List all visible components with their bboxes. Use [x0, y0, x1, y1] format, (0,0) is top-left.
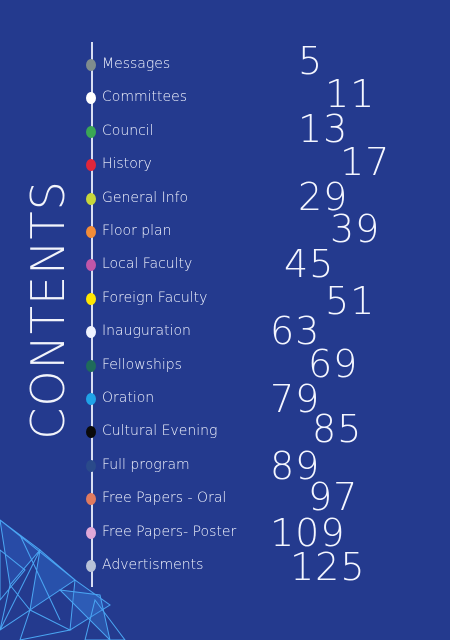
contents-item-label: Free Papers- Poster	[102, 523, 237, 540]
page-number: 89	[270, 444, 321, 488]
contents-item-label: General Info	[102, 189, 189, 206]
bullet-dot	[86, 292, 96, 305]
timeline-line	[91, 42, 93, 587]
bullet-dot	[86, 159, 96, 172]
bullet-dot	[86, 92, 96, 105]
contents-item-label: Committees	[102, 89, 188, 106]
bullet-dot	[86, 259, 96, 272]
page-number: 13	[298, 107, 349, 151]
bullet-dot	[86, 526, 96, 539]
contents-item-label: Advertisments	[102, 557, 204, 573]
page-number: 39	[330, 207, 381, 251]
bullet-dot	[86, 459, 96, 472]
bullet-dot	[86, 426, 96, 439]
page-number: 69	[308, 342, 359, 386]
polygon-decoration	[0, 519, 126, 640]
bullet-dot	[86, 359, 96, 372]
contents-item-label: Foreign Faculty	[102, 289, 208, 306]
bullet-dot	[86, 393, 96, 405]
page-number: 29	[298, 175, 349, 219]
contents-item-label: Local Faculty	[102, 256, 193, 273]
page-number: 11	[325, 72, 376, 116]
bullet-dot	[86, 125, 96, 138]
page-number: 125	[290, 545, 366, 589]
contents-title: CONTENTS	[21, 180, 75, 440]
page-number: 97	[308, 475, 359, 519]
page-number: 5	[298, 39, 324, 83]
bullet-dot	[86, 493, 96, 506]
page-number: 51	[325, 279, 376, 323]
page-number: 17	[340, 140, 391, 184]
page-number: 45	[284, 242, 335, 286]
contents-item-label: Oration	[102, 390, 155, 406]
contents-item-label: Council	[102, 122, 154, 139]
page-number: 79	[270, 377, 321, 421]
bullet-dot	[86, 226, 96, 238]
page-number: 109	[270, 511, 346, 555]
contents-item-label: Messages	[102, 56, 171, 72]
contents-item-label: Full program	[102, 456, 190, 473]
bullet-dot	[86, 560, 96, 572]
page-number: 85	[312, 407, 363, 451]
contents-item-label: Floor plan	[102, 223, 172, 239]
contents-item-label: Inauguration	[102, 323, 191, 340]
bullet-dot	[86, 192, 96, 205]
contents-item-label: Fellowships	[102, 356, 182, 373]
contents-item-label: History	[102, 156, 152, 173]
contents-item-label: Free Papers - Oral	[102, 490, 227, 507]
contents-item-label: Cultural Evening	[102, 423, 218, 440]
bullet-dot	[86, 326, 96, 339]
bullet-dot	[86, 59, 96, 71]
page-number: 63	[270, 309, 321, 353]
